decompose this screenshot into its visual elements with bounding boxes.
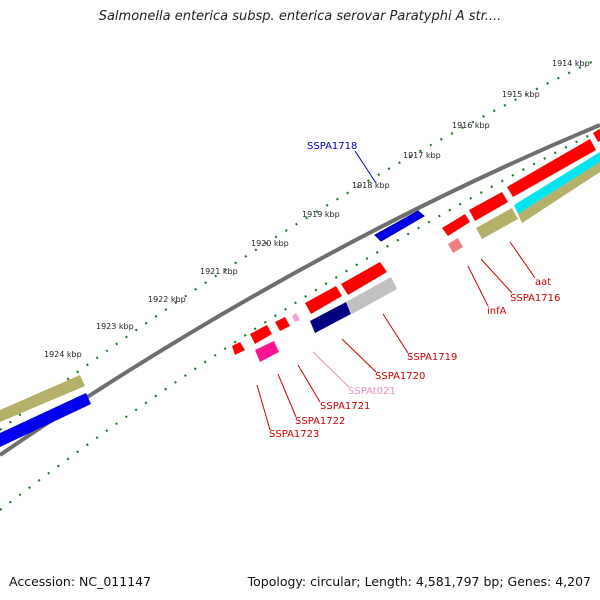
gene-pink[interactable] [255,341,279,362]
tick-label: 1920 kbp [251,239,289,248]
tick-label: 1923 kbp [96,322,134,331]
gene-blue-left[interactable] [0,393,91,447]
gene-navy[interactable] [310,302,351,333]
gene-red-7[interactable] [469,192,508,221]
reverse-genes [255,152,600,362]
gene-red-6[interactable] [442,214,470,236]
gene-red-5[interactable] [341,262,387,295]
gene-label[interactable]: SSPAt021 [348,386,396,397]
gene-ssp-a1718[interactable] [374,210,425,242]
tick-label: 1915 kbp [502,90,540,99]
outer-tick-track [0,57,600,431]
gene-label[interactable]: SSPA1720 [375,371,425,382]
tick-label: 1918 kbp [352,181,390,190]
tick-label: 1922 kbp [148,295,186,304]
gene-label[interactable]: SSPA1719 [407,352,457,363]
gene-lightpink[interactable] [292,313,300,322]
gene-label[interactable]: infA [487,306,507,317]
gene-olive-right[interactable] [476,208,518,239]
gene-red-9[interactable] [593,129,600,142]
gene-red-8[interactable] [507,139,596,197]
gene-cyan[interactable] [514,152,600,214]
forward-genes [0,129,600,447]
gene-label[interactable]: SSPA1716 [510,293,560,304]
gene-red-3[interactable] [275,317,290,331]
gene-olive-right-2[interactable] [518,162,600,223]
gene-red-4[interactable] [305,286,342,314]
tick-label: 1914 kbp [552,59,590,68]
tick-label: 1924 kbp [44,350,82,359]
kbp-labels: 1914 kbp 1915 kbp 1916 kbp 1917 kbp 1918… [44,59,590,359]
accession-text: Accession: NC_011147 [9,574,152,589]
genome-title: Salmonella enterica subsp. enterica sero… [98,9,502,24]
genome-backbone [0,123,600,457]
tick-label: 1921 kbp [200,267,238,276]
gene-olive-left[interactable] [0,375,85,422]
gene-label[interactable]: SSPA1721 [320,401,370,412]
gene-label[interactable]: SSPA1722 [295,416,345,427]
gene-red-2[interactable] [250,325,272,344]
leader-lines [256,150,536,431]
genome-summary: Topology: circular; Length: 4,581,797 bp… [247,574,591,589]
gene-label[interactable]: SSPA1723 [269,429,319,440]
tick-label: 1919 kbp [302,210,340,219]
gene-red-1[interactable] [232,342,245,355]
gene-labels: SSPA1718 aat SSPA1716 infA SSPA1719 SSPA… [269,141,560,440]
gene-grey[interactable] [346,277,397,314]
gene-label[interactable]: SSPA1718 [307,141,357,152]
gene-salmon[interactable] [448,238,463,253]
gene-label[interactable]: aat [535,277,551,288]
tick-label: 1916 kbp [452,121,490,130]
tick-label: 1917 kbp [403,151,441,160]
